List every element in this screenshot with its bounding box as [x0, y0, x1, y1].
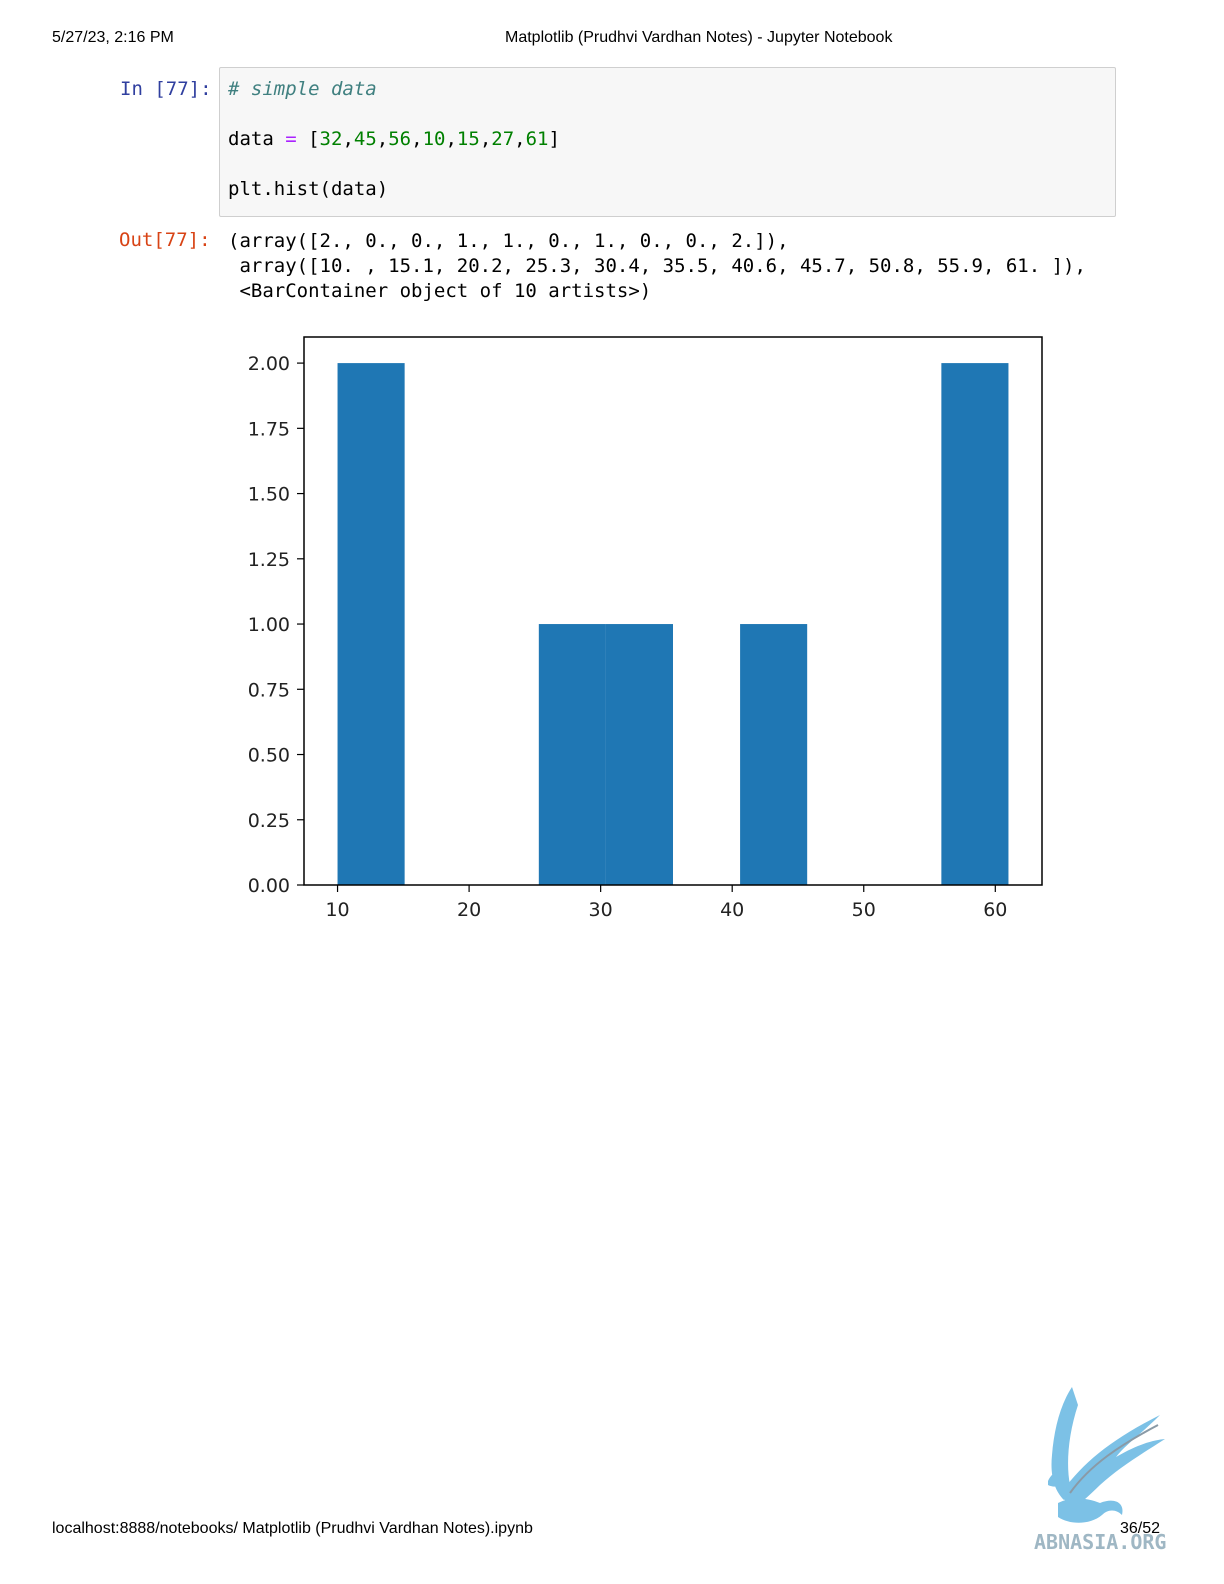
input-prompt: In [77]:: [120, 78, 212, 100]
output-line: array([10. , 15.1, 20.2, 25.3, 30.4, 35.…: [228, 255, 1086, 277]
output-line: (array([2., 0., 0., 1., 1., 0., 1., 0., …: [228, 230, 789, 252]
code-call-line: plt.hist(data): [228, 178, 389, 200]
histogram-bar: [941, 363, 1009, 886]
histogram-bar: [740, 624, 808, 885]
griffin-wing-stroke-icon: [1069, 1424, 1159, 1494]
y-tick-label: 1.00: [248, 614, 290, 636]
code-token-close-bracket: ]: [548, 128, 560, 150]
plot-frame: [303, 336, 1043, 886]
histogram-bar: [337, 363, 405, 886]
output-line: <BarContainer object of 10 artists>): [228, 280, 652, 302]
y-tick-label: 2.00: [248, 353, 290, 375]
x-tick-label: 20: [457, 899, 481, 921]
code-token-open-bracket: [: [296, 128, 320, 150]
code-data-line: data = [32,45,56,10,15,27,61]: [228, 128, 560, 150]
x-tick-label: 30: [589, 899, 613, 921]
watermark-logo: ABNASIA.ORG ABNASIA.ORG: [1034, 1387, 1166, 1554]
print-page-title: Matplotlib (Prudhvi Vardhan Notes) - Jup…: [505, 29, 893, 46]
x-tick-label: 50: [852, 899, 876, 921]
y-tick-label: 1.25: [248, 549, 290, 571]
code-number: 27: [491, 128, 515, 150]
code-number: 56: [388, 128, 412, 150]
x-tick-label: 40: [720, 899, 744, 921]
y-tick-label: 0.50: [248, 745, 290, 767]
histogram-bar: [538, 624, 606, 885]
watermark-label: ABNASIA.ORG: [1034, 1530, 1166, 1554]
print-url: localhost:8888/notebooks/ Matplotlib (Pr…: [52, 1520, 533, 1537]
histogram-bar: [605, 624, 673, 885]
code-number: 45: [353, 128, 377, 150]
x-tick-label: 60: [983, 899, 1007, 921]
code-token-name: data: [228, 128, 286, 150]
x-tick-label: 10: [325, 899, 349, 921]
histogram-chart: 0.00 0.25 0.50 0.75 1.00 1.25 1.50 1.75 2.00 10 20…: [248, 336, 1043, 921]
code-number: 32: [319, 128, 343, 150]
griffin-emblem-icon: [1048, 1387, 1165, 1523]
output-text: (array([2., 0., 0., 1., 1., 0., 1., 0., …: [228, 229, 1086, 304]
code-comment-line: # simple data: [228, 78, 377, 100]
y-tick-label: 1.75: [248, 418, 290, 440]
print-page-number: 36/52: [1120, 1520, 1161, 1537]
y-tick-label: 1.50: [248, 484, 290, 506]
output-prompt: Out[77]:: [119, 229, 211, 251]
code-cell-editor[interactable]: # simple data data = [32,45,56,10,15,27,…: [219, 67, 1116, 217]
code-number: 61: [525, 128, 549, 150]
print-datetime: 5/27/23, 2:16 PM: [52, 29, 174, 46]
y-tick-label: 0.25: [248, 810, 290, 832]
y-tick-label: 0.75: [248, 679, 290, 701]
code-number: 15: [456, 128, 480, 150]
code-token-operator: =: [285, 128, 297, 150]
code-number: 10: [422, 128, 446, 150]
y-tick-label: 0.00: [248, 875, 290, 897]
